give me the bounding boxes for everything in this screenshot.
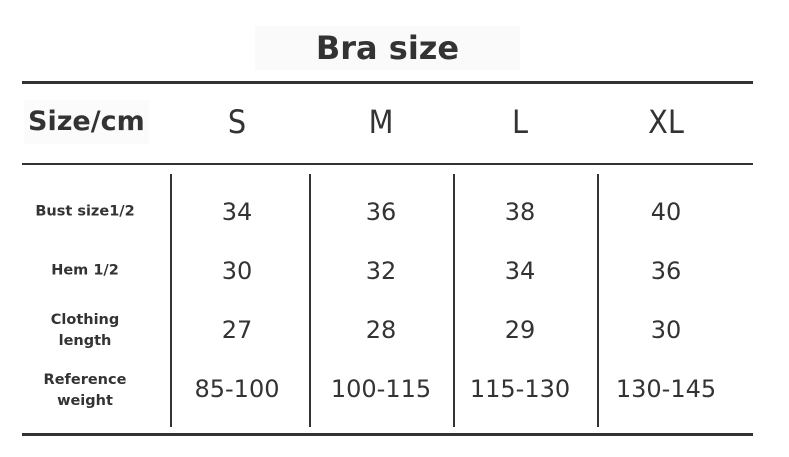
column-divider [170, 174, 172, 427]
table-cell: 130-145 [615, 375, 717, 403]
row-label-bust: Bust size1/2 [35, 203, 135, 220]
top-rule [22, 81, 753, 84]
table-cell: 30 [221, 257, 253, 285]
table-cell: 32 [365, 257, 397, 285]
size-header-xl: XL [648, 103, 684, 141]
table-cell: 36 [365, 198, 397, 226]
chart-title: Bra size [255, 26, 520, 70]
row-label-line: Reference [43, 372, 127, 388]
row-label-hem: Hem 1/2 [51, 262, 119, 279]
table-cell: 30 [650, 316, 682, 344]
row-label-line: length [58, 333, 112, 349]
row-label-line: Clothing [50, 312, 120, 328]
row-label-reference-weight: Reference weight [10, 370, 160, 412]
table-cell: 29 [504, 316, 536, 344]
table-cell: 115-130 [469, 375, 571, 403]
row-label-line: weight [57, 393, 113, 409]
table-cell: 28 [365, 316, 397, 344]
bottom-rule [22, 433, 753, 436]
size-unit-header: Size/cm [24, 100, 149, 144]
column-divider [597, 174, 599, 427]
table-cell: 34 [504, 257, 536, 285]
size-header-s: S [227, 103, 247, 141]
table-cell: 27 [221, 316, 253, 344]
table-cell: 85-100 [194, 375, 280, 403]
column-divider [309, 174, 311, 427]
table-cell: 38 [504, 198, 536, 226]
size-header-l: L [511, 103, 529, 141]
table-cell: 36 [650, 257, 682, 285]
row-label-clothing-length: Clothing length [10, 310, 160, 352]
table-cell: 34 [221, 198, 253, 226]
size-header-m: M [368, 103, 394, 141]
header-rule [22, 163, 753, 165]
table-cell: 100-115 [330, 375, 432, 403]
table-cell: 40 [650, 198, 682, 226]
column-divider [453, 174, 455, 427]
